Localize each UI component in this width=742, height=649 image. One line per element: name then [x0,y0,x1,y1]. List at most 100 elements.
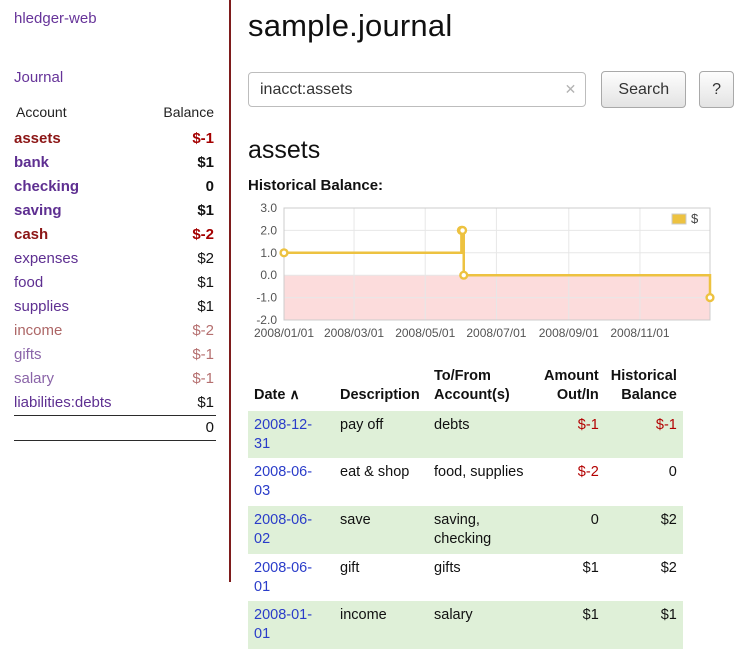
account-row-expenses: expenses $2 [14,247,216,271]
accounts-header-account: Account [16,104,67,120]
transaction-balance: $2 [660,559,677,576]
account-row-salary: salary $-1 [14,367,216,391]
svg-text:-2.0: -2.0 [256,313,277,327]
search-input[interactable] [248,72,587,107]
account-balance: $1 [197,154,214,171]
account-balance: $1 [197,394,214,411]
transaction-accounts: debts [434,416,470,433]
account-row-checking: checking 0 [14,175,216,199]
transaction-balance: $-1 [655,416,677,433]
main-content: sample.journal ✕ Search ? assets Histori… [248,0,734,649]
account-balance: 0 [205,178,214,195]
svg-text:3.0: 3.0 [260,201,277,215]
account-heading: assets [248,136,321,164]
account-balance: $1 [197,274,214,291]
accounts-total: 0 [143,415,216,441]
transaction-description: income [340,607,387,624]
account-balance: $-2 [192,226,214,243]
transaction-date-link[interactable]: 2008-12-31 [254,416,313,452]
register-header-row: Date ∧ Description To/From Account(s) Am… [248,364,683,411]
register-header-balance: Historical Balance [610,368,677,403]
account-row-cash: cash $-2 [14,223,216,247]
account-link-gifts[interactable]: gifts [14,346,42,363]
sidebar: hledger-web Journal Account Balance asse… [0,0,231,582]
account-row-gifts: gifts $-1 [14,343,216,367]
account-balance: $-1 [192,346,214,363]
svg-text:$: $ [691,211,699,226]
accounts-total-row: 0 [14,415,216,441]
sidebar-item-journal[interactable]: Journal [14,69,64,86]
transaction-description: eat & shop [340,464,410,481]
account-link-income[interactable]: income [14,322,63,339]
register-header-amount: Amount Out/In [544,368,599,403]
account-row-saving: saving $1 [14,199,216,223]
help-button[interactable]: ? [699,71,734,108]
account-link-supplies[interactable]: supplies [14,298,70,315]
transaction-description: pay off [340,416,384,433]
transaction-date-link[interactable]: 2008-01-01 [254,607,313,643]
transaction-accounts: food, supplies [434,464,524,481]
transaction-accounts: salary [434,607,473,624]
transaction-date-link[interactable]: 2008-06-02 [254,512,313,547]
account-link-checking[interactable]: checking [14,178,80,195]
account-row-income: income $-2 [14,319,216,343]
register-row: 2008-06-01 gift gifts $1 $2 [248,554,683,602]
transaction-balance: 0 [668,464,677,481]
register-table: Date ∧ Description To/From Account(s) Am… [248,364,683,649]
transaction-description: save [340,512,371,529]
svg-text:1.0: 1.0 [260,246,277,260]
account-row-food: food $1 [14,271,216,295]
account-row-bank: bank $1 [14,151,216,175]
register-header-accounts: To/From Account(s) [434,368,510,403]
svg-text:0.0: 0.0 [260,268,277,282]
svg-text:-1.0: -1.0 [256,291,277,305]
account-link-expenses[interactable]: expenses [14,250,79,267]
search-button[interactable]: Search [601,71,687,108]
account-link-food[interactable]: food [14,274,44,291]
register-header-description: Description [340,386,420,403]
transaction-date-link[interactable]: 2008-06-01 [254,559,313,595]
transaction-amount: $1 [582,559,599,576]
account-balance: $1 [197,202,214,219]
svg-text:2008/03/01: 2008/03/01 [324,326,384,340]
account-balance: $-2 [192,322,214,339]
svg-text:2008/09/01: 2008/09/01 [539,326,599,340]
transaction-balance: $1 [660,607,677,624]
register-row: 2008-01-01 income salary $1 $1 [248,601,683,649]
svg-text:2008/01/01: 2008/01/01 [254,326,314,340]
account-link-saving[interactable]: saving [14,202,62,219]
page-title: sample.journal [248,8,453,43]
accounts-table: Account Balance assets $-1 bank $1 check… [14,102,216,441]
account-balance: $1 [197,298,214,315]
register-header-date[interactable]: Date ∧ [254,385,300,403]
account-balance: $-1 [192,370,214,387]
account-link-assets[interactable]: assets [14,130,61,147]
chart-title: Historical Balance: [248,177,384,194]
account-link-liabilities-debts[interactable]: liabilities:debts [14,394,112,411]
transaction-balance: $2 [660,512,677,529]
account-row-assets: assets $-1 [14,127,216,151]
transaction-amount: $1 [582,607,599,624]
register-row: 2008-06-02 save saving, checking 0 $2 [248,506,683,554]
register-row: 2008-12-31 pay off debts $-1 $-1 [248,410,683,459]
transaction-amount: 0 [590,512,599,529]
svg-text:2.0: 2.0 [260,223,277,237]
account-link-cash[interactable]: cash [14,226,49,243]
search-bar: ✕ Search ? [248,71,734,108]
account-balance: $2 [197,250,214,267]
register-row: 2008-06-03 eat & shop food, supplies $-2… [248,458,683,506]
account-row-liabilities-debts: liabilities:debts $1 [14,391,216,416]
transaction-date-link[interactable]: 2008-06-03 [254,464,313,500]
app-title-link[interactable]: hledger-web [14,10,97,27]
transaction-amount: $-2 [577,464,599,481]
account-balance: $-1 [192,130,214,147]
transaction-accounts: gifts [434,559,461,576]
svg-text:2008/05/01: 2008/05/01 [395,326,455,340]
account-row-supplies: supplies $1 [14,295,216,319]
account-link-salary[interactable]: salary [14,370,55,387]
account-link-bank[interactable]: bank [14,154,50,171]
svg-text:2008/07/01: 2008/07/01 [466,326,526,340]
sort-ascending-icon: ∧ [289,385,300,402]
clear-search-icon[interactable]: ✕ [564,81,577,97]
